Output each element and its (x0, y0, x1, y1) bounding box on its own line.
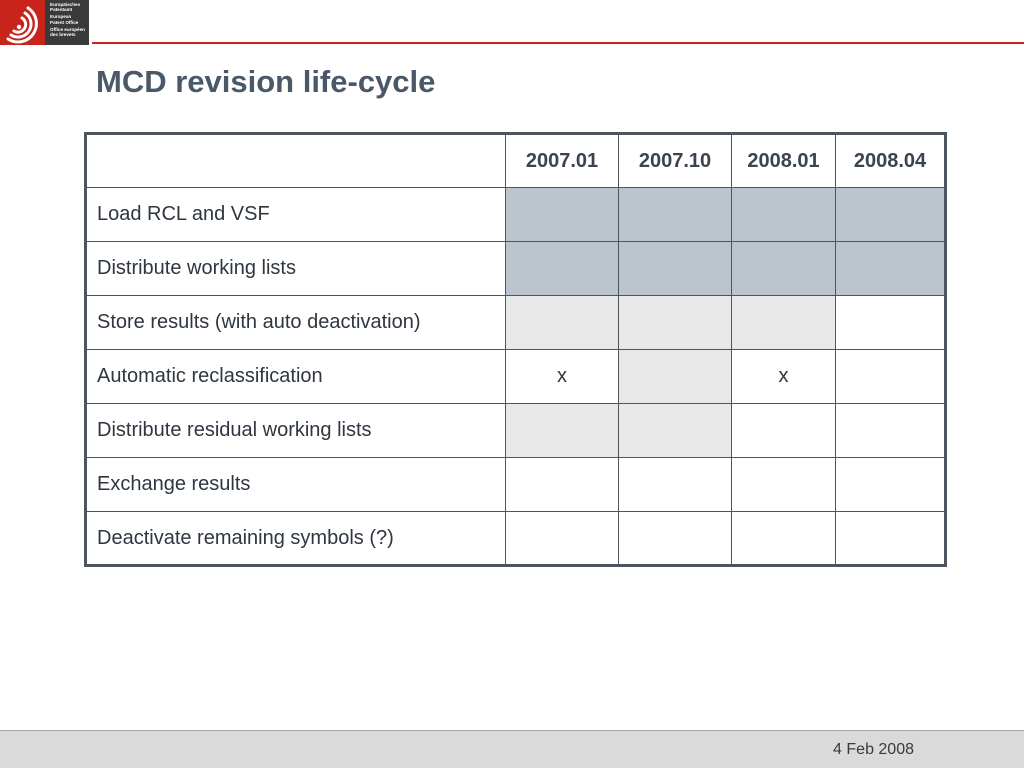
table-cell (835, 457, 946, 512)
logo-line: Europäisches (50, 2, 81, 7)
lifecycle-table: 2007.01 2007.10 2008.01 2008.04 Load RCL… (84, 132, 947, 567)
row-label: Exchange results (85, 457, 506, 512)
table-cell (505, 241, 619, 296)
column-header: 2007.10 (618, 133, 732, 188)
logo-line: des brevets (50, 32, 76, 38)
slide-title: MCD revision life-cycle (96, 64, 436, 99)
table-cell (618, 187, 732, 242)
header-corner (85, 133, 506, 188)
row-label: Automatic reclassification (85, 349, 506, 404)
table-header-row: 2007.01 2007.10 2008.01 2008.04 (85, 133, 946, 188)
table-cell (505, 403, 619, 458)
table-row: Automatic reclassification x x (85, 349, 946, 404)
column-header: 2007.01 (505, 133, 619, 188)
table-cell (618, 511, 732, 566)
row-label: Distribute residual working lists (85, 403, 506, 458)
footer-bar: 4 Feb 2008 (0, 730, 1024, 768)
table-cell (731, 457, 836, 512)
footer-date: 4 Feb 2008 (833, 741, 914, 758)
table-row: Distribute working lists (85, 241, 946, 296)
row-label: Store results (with auto deactivation) (85, 295, 506, 350)
logo-line: European (50, 14, 72, 20)
column-header: 2008.01 (731, 133, 836, 188)
logo-line: Patentamt (50, 7, 73, 13)
epo-logo: Europäisches Patentamt European Patent O… (0, 0, 89, 45)
row-label: Load RCL and VSF (85, 187, 506, 242)
table-cell (835, 349, 946, 404)
table-cell (731, 295, 836, 350)
table-cell (835, 511, 946, 566)
table-cell: x (505, 349, 619, 404)
table-row: Deactivate remaining symbols (?) (85, 511, 946, 566)
table-cell (731, 187, 836, 242)
table-cell (731, 511, 836, 566)
table-body: Load RCL and VSF Distribute working lists… (85, 187, 946, 566)
table-cell (505, 187, 619, 242)
table-row: Exchange results (85, 457, 946, 512)
logo-line: Office européen (50, 26, 85, 32)
table-cell (505, 511, 619, 566)
table-cell (618, 403, 732, 458)
table-cell (731, 403, 836, 458)
table-cell (618, 457, 732, 512)
table-cell (505, 457, 619, 512)
lifecycle-table-container: 2007.01 2007.10 2008.01 2008.04 Load RCL… (84, 132, 947, 567)
table-cell (618, 349, 732, 404)
table-cell (835, 295, 946, 350)
table-cell (835, 241, 946, 296)
table-cell (505, 295, 619, 350)
table-row: Store results (with auto deactivation) (85, 295, 946, 350)
column-header: 2008.04 (835, 133, 946, 188)
row-label: Distribute working lists (85, 241, 506, 296)
table-cell: x (731, 349, 836, 404)
table-row: Distribute residual working lists (85, 403, 946, 458)
table-cell (731, 241, 836, 296)
epo-logo-icon (0, 0, 45, 45)
table-cell (835, 187, 946, 242)
table-row: Load RCL and VSF (85, 187, 946, 242)
header-rule (92, 42, 1024, 44)
table-cell (618, 295, 732, 350)
table-cell (618, 241, 732, 296)
logo-line: Patent Office (50, 19, 79, 25)
epo-logo-text: Europäisches Patentamt European Patent O… (45, 0, 89, 45)
row-label: Deactivate remaining symbols (?) (85, 511, 506, 566)
table-cell (835, 403, 946, 458)
